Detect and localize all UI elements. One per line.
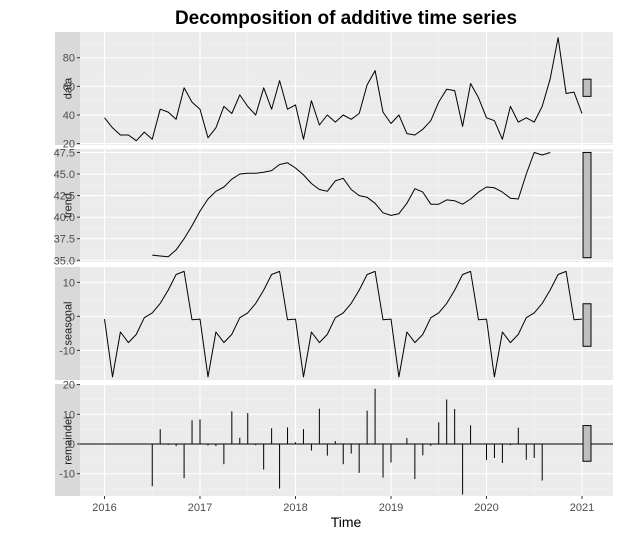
panel-seasonal: seasonal-10 0 10: [55, 267, 613, 380]
panel-background: [80, 32, 613, 145]
y-tick-label: 47.5: [54, 147, 75, 159]
series-line-trend: [152, 152, 551, 258]
strip-label-data: data: [63, 77, 75, 99]
y-tick-label: 10: [63, 409, 75, 421]
y-tick-label: 37.5: [54, 234, 75, 246]
panel-remainder: remainder -10 0 10 20: [55, 380, 613, 496]
x-axis-title: Time: [331, 514, 362, 530]
y-tick-label: 10: [63, 277, 75, 289]
x-tick-label: 2020: [474, 502, 498, 514]
strip-label-trend: trend: [63, 193, 75, 218]
strip-trend: [55, 149, 80, 262]
range-bar-trend: [582, 151, 592, 259]
y-tick-label: 40.0: [54, 212, 75, 224]
y-tick-label: 40: [63, 110, 75, 122]
y-tick-label: 35.0: [54, 255, 75, 267]
y-tick-label: 45.0: [54, 169, 75, 181]
range-bar-data: [582, 78, 592, 97]
x-tick-label: 2016: [92, 502, 116, 514]
panel-data: data 20 40 60 80: [55, 32, 613, 151]
y-tick-label: 42.5: [54, 191, 75, 203]
y-tick-label: 60: [63, 81, 75, 93]
y-tick-label: 20: [63, 380, 75, 392]
strip-data: [55, 32, 80, 145]
x-tick-label: 2019: [379, 502, 403, 514]
x-tick-label: 2021: [570, 502, 594, 514]
y-tick-label: 20: [63, 139, 75, 151]
chart-title: Decomposition of additive time series: [175, 8, 517, 29]
strip-label-remainder: remainder: [63, 415, 75, 465]
range-bar-seasonal: [582, 303, 592, 347]
series-line-data: [104, 37, 583, 142]
panel-background: [80, 149, 613, 262]
panels-group: data 20 40 60 80 trend 35.0 37.5 40.0 42.5 45.0 47.…: [54, 32, 613, 496]
y-tick-label: -10: [59, 469, 75, 481]
y-tick-label: -10: [59, 345, 75, 357]
series-line-seasonal: [104, 270, 583, 378]
x-axis: 2016 2017 2018 2019 2020 2021: [92, 496, 594, 514]
panel-background: [80, 267, 613, 380]
strip-remainder: [55, 384, 80, 496]
strip-seasonal: [55, 267, 80, 380]
y-tick-label: 0: [69, 311, 75, 323]
y-tick-label: 0: [69, 439, 75, 451]
x-tick-label: 2017: [188, 502, 212, 514]
x-tick-label: 2018: [283, 502, 307, 514]
strip-label-seasonal: seasonal: [63, 301, 75, 345]
panel-background: [80, 384, 613, 496]
y-tick-label: 80: [63, 53, 75, 65]
panel-trend: trend 35.0 37.5 40.0 42.5 45.0 47.5: [54, 147, 613, 267]
range-bar-remainder: [582, 425, 592, 462]
